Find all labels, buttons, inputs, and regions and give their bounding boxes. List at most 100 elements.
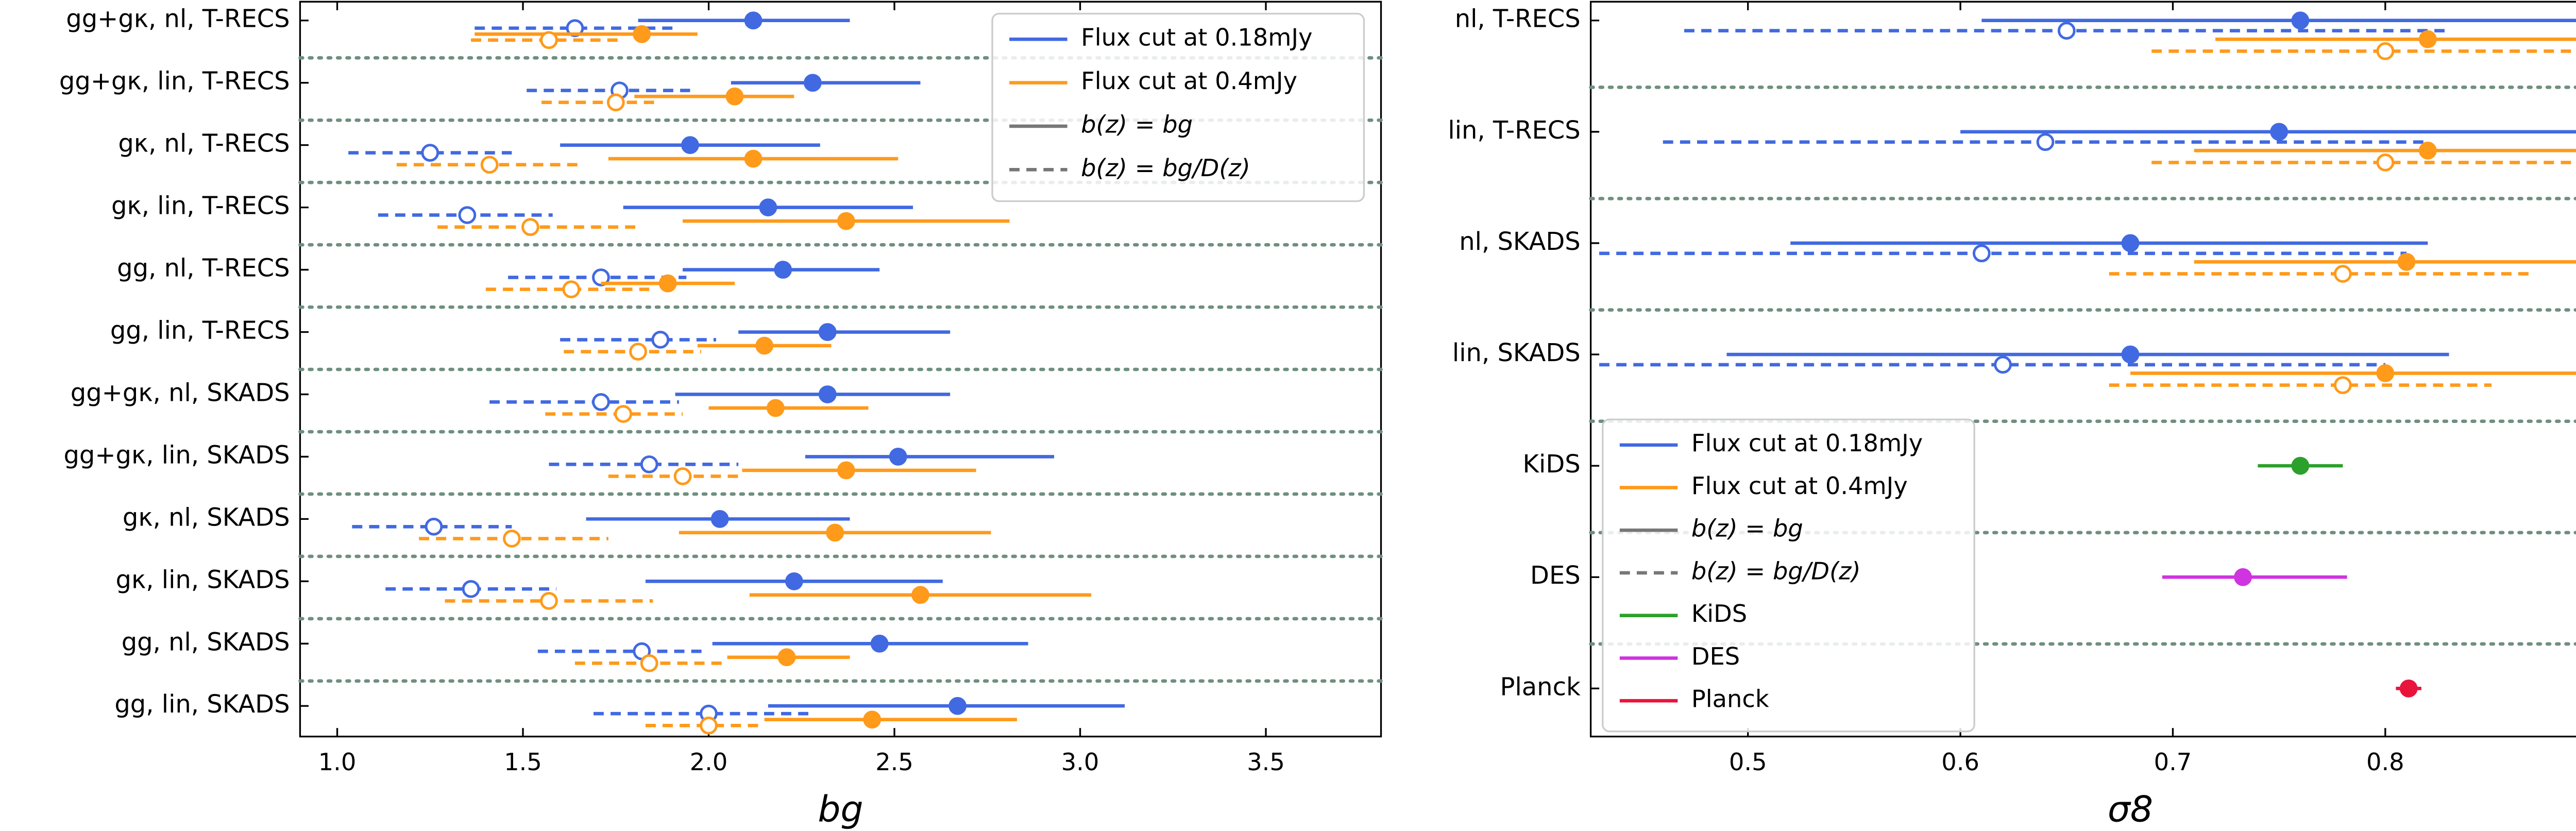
row-label: DES (1530, 561, 1581, 590)
point (785, 572, 803, 590)
point (2399, 679, 2418, 698)
legend-box (991, 12, 1365, 202)
point (606, 93, 625, 112)
x-axis-label: σ8 (2108, 788, 2153, 830)
point (2376, 154, 2395, 172)
point (540, 31, 558, 49)
point (804, 74, 822, 92)
point (744, 149, 762, 168)
row-label: gg, nl, SKADS (122, 628, 290, 656)
x-tick-label: 0.7 (2154, 748, 2192, 776)
point (870, 634, 889, 653)
point (651, 331, 670, 349)
point (777, 648, 796, 667)
legend-label: b(z) = bg/D(z) (1081, 154, 1250, 182)
point (774, 261, 792, 279)
x-axis-label: bg (818, 788, 863, 830)
row-label: gg+gκ, nl, T-RECS (66, 5, 290, 33)
row-label: gκ, nl, T-RECS (118, 129, 290, 158)
point (948, 697, 967, 715)
x-tick-label: 1.0 (318, 748, 357, 776)
point (640, 455, 658, 473)
legend-label: b(z) = bg (1081, 110, 1193, 138)
row-label: KiDS (1523, 450, 1581, 479)
row-label: gg, lin, T-RECS (110, 316, 290, 345)
point (503, 530, 521, 548)
x-tick-label: 1.5 (504, 748, 542, 776)
point (640, 654, 658, 672)
row-label: lin, SKADS (1452, 338, 1581, 367)
legend-label: DES (1691, 642, 1740, 670)
point (2121, 234, 2140, 252)
x-tick-label: 2.5 (875, 748, 913, 776)
point (480, 156, 499, 174)
row-label: gg, nl, T-RECS (117, 254, 290, 283)
point (658, 274, 677, 293)
point (744, 11, 762, 30)
point (2121, 345, 2140, 364)
legend-label: KiDS (1691, 600, 1747, 628)
point (673, 467, 692, 485)
point (633, 25, 651, 43)
point (818, 323, 837, 341)
legend-label: Planck (1691, 685, 1769, 713)
point (681, 136, 699, 155)
x-tick-label: 3.5 (1247, 748, 1285, 776)
x-tick-label: 2.0 (690, 748, 728, 776)
point (2234, 568, 2252, 586)
point (759, 198, 777, 216)
point (2291, 11, 2310, 30)
x-tick-label: 0.5 (1729, 748, 1767, 776)
point (2036, 133, 2055, 151)
point (2270, 123, 2289, 141)
legend-label: b(z) = bg/D(z) (1691, 557, 1861, 585)
point (562, 280, 581, 298)
point (462, 580, 480, 598)
point (425, 517, 443, 536)
point (2376, 364, 2395, 382)
point (2057, 22, 2076, 40)
point (818, 385, 837, 403)
row-label: gg+gκ, lin, T-RECS (59, 67, 290, 96)
point (2397, 252, 2416, 271)
point (2291, 456, 2310, 475)
row-label: gg+gκ, nl, SKADS (71, 378, 290, 407)
point (700, 716, 718, 735)
row-label: Planck (1500, 672, 1581, 701)
point (2418, 141, 2437, 160)
point (1994, 355, 2012, 374)
point (1972, 244, 1991, 263)
point (421, 144, 439, 162)
row-label: gκ, lin, SKADS (116, 565, 290, 594)
point (725, 87, 744, 106)
point (629, 343, 647, 361)
legend-label: Flux cut at 0.4mJy (1081, 67, 1297, 95)
legend-label: Flux cut at 0.18mJy (1081, 24, 1312, 52)
point (710, 510, 729, 528)
row-label: gg, lin, SKADS (114, 690, 290, 719)
point (614, 405, 633, 423)
row-label: nl, SKADS (1459, 227, 1581, 256)
point (521, 218, 539, 236)
point (837, 212, 855, 230)
legend-box (1602, 418, 1975, 733)
row-label: gκ, nl, SKADS (123, 503, 290, 532)
point (755, 336, 774, 355)
row-label: gκ, lin, T-RECS (111, 192, 290, 221)
point (889, 448, 907, 466)
point (911, 586, 929, 604)
plot-frame (1589, 1, 2576, 738)
point (2418, 30, 2437, 48)
x-tick-label: 0.6 (1941, 748, 1979, 776)
point (837, 461, 855, 480)
legend-label: b(z) = bg (1691, 515, 1803, 542)
x-tick-label: 0.8 (2366, 748, 2404, 776)
point (2333, 376, 2352, 394)
point (766, 399, 785, 417)
point (826, 523, 844, 542)
row-label: gg+gκ, lin, SKADS (63, 440, 290, 469)
row-label: nl, T-RECS (1455, 5, 1581, 33)
x-tick-label: 3.0 (1061, 748, 1099, 776)
